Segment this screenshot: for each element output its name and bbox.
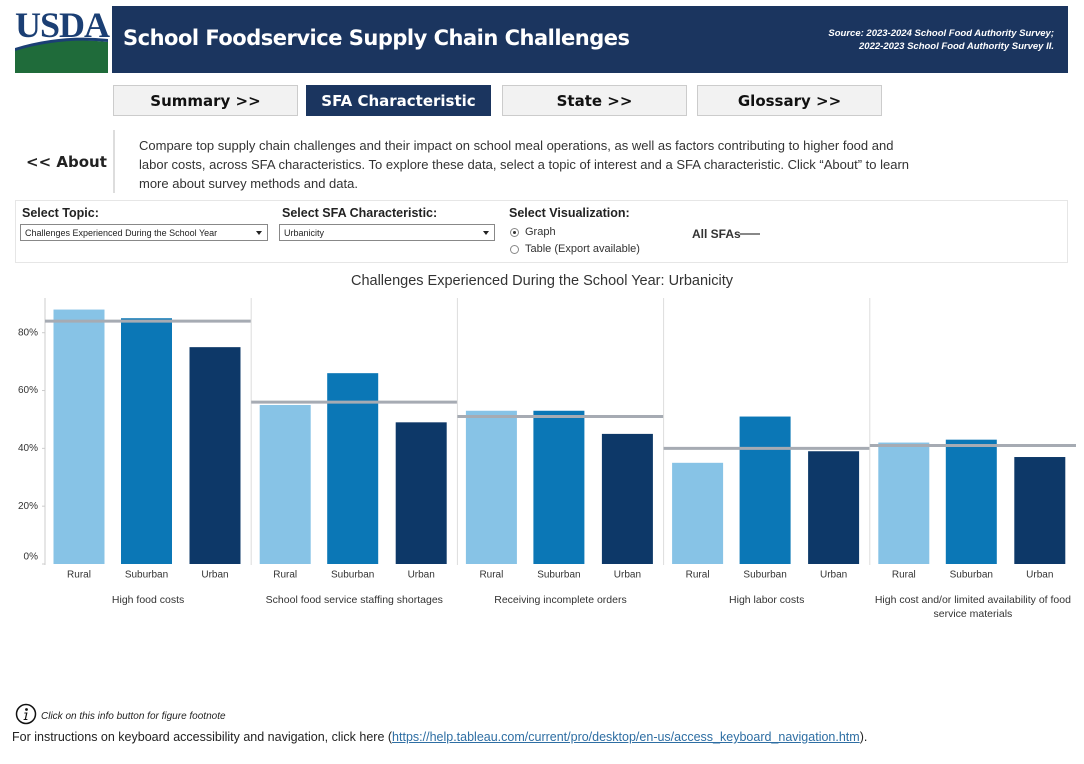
- source-line: 2022-2023 School Food Authority Survey I…: [859, 41, 1054, 52]
- x-tick-label: Suburban: [950, 570, 993, 581]
- about-link[interactable]: << About: [26, 153, 107, 171]
- bar: [533, 410, 585, 564]
- info-note: Click on this info button for figure foo…: [41, 711, 226, 722]
- radio-label[interactable]: Graph: [525, 226, 556, 238]
- x-tick-label: Urban: [1026, 570, 1053, 581]
- y-tick-label: 40%: [18, 443, 38, 454]
- nav-button[interactable]: Glossary >>: [697, 85, 882, 116]
- bar: [465, 410, 517, 564]
- x-tick-label: Rural: [686, 570, 710, 581]
- radio-button[interactable]: [510, 228, 519, 237]
- bar: [808, 451, 860, 564]
- bar: [121, 318, 172, 564]
- info-button[interactable]: [15, 703, 37, 725]
- source-line: Source: 2023-2024 School Food Authority …: [828, 28, 1054, 39]
- y-tick-label: 0%: [24, 552, 39, 563]
- nav-button[interactable]: State >>: [502, 85, 687, 116]
- group-label: School food service staffing shortages: [265, 594, 443, 606]
- bar: [945, 439, 997, 564]
- x-tick-label: Urban: [614, 570, 641, 581]
- x-tick-label: Rural: [892, 570, 916, 581]
- nav-button[interactable]: Summary >>: [113, 85, 298, 116]
- header-bar: [112, 6, 1068, 73]
- group-label: High cost and/or limited availability of…: [874, 594, 1071, 620]
- bar: [53, 309, 105, 564]
- page-title: School Foodservice Supply Chain Challeng…: [123, 26, 630, 50]
- logo: [15, 37, 108, 73]
- keyboard-text: For instructions on keyboard accessibili…: [12, 730, 393, 744]
- group-label: High labor costs: [729, 594, 805, 606]
- x-tick-label: Suburban: [537, 570, 580, 581]
- description: Compare top supply chain challenges and …: [113, 130, 913, 193]
- bar: [1014, 457, 1066, 564]
- x-tick-label: Rural: [67, 570, 91, 581]
- control-label: Select SFA Characteristic:: [282, 206, 438, 220]
- bar: [739, 416, 791, 564]
- x-tick-label: Rural: [479, 570, 503, 581]
- y-tick-label: 80%: [18, 327, 38, 338]
- group-label: Receiving incomplete orders: [494, 594, 627, 606]
- help-link[interactable]: https://help.tableau.com/current/pro/des…: [392, 730, 860, 744]
- bar: [878, 442, 930, 564]
- radio-button[interactable]: [510, 245, 519, 254]
- x-tick-label: Suburban: [743, 570, 786, 581]
- sfa-dropdown[interactable]: Urbanicity: [279, 224, 495, 241]
- x-tick-label: Urban: [408, 570, 435, 581]
- radio-label[interactable]: Table (Export available): [525, 243, 640, 255]
- x-tick-label: Suburban: [125, 570, 168, 581]
- x-tick-label: Urban: [820, 570, 847, 581]
- x-tick-label: Urban: [201, 570, 228, 581]
- legend-label: All SFAs: [692, 227, 741, 241]
- bar: [259, 404, 311, 564]
- controls-panel: [15, 200, 1068, 263]
- control-label: Select Topic:: [22, 206, 99, 220]
- legend-swatch: [740, 233, 760, 235]
- bar: [601, 433, 653, 564]
- chart-title: Challenges Experienced During the School…: [351, 273, 734, 289]
- keyboard-suffix: ).: [859, 730, 868, 744]
- y-tick-label: 20%: [18, 501, 38, 512]
- control-label: Select Visualization:: [509, 206, 630, 220]
- bar: [395, 422, 447, 564]
- group-label: High food costs: [111, 594, 185, 606]
- topic-dropdown[interactable]: Challenges Experienced During the School…: [20, 224, 268, 241]
- keyboard-note: For instructions on keyboard accessibili…: [12, 730, 867, 744]
- x-tick-label: Rural: [273, 570, 297, 581]
- bar: [327, 373, 379, 564]
- nav-button[interactable]: SFA Characteristic: [306, 85, 491, 116]
- bar: [189, 347, 241, 564]
- logo-text: USDA: [15, 5, 110, 45]
- bar: [672, 462, 724, 564]
- y-tick-label: 60%: [18, 385, 38, 396]
- chart: Challenges Experienced During the School…: [18, 273, 1076, 581]
- x-tick-label: Suburban: [331, 570, 374, 581]
